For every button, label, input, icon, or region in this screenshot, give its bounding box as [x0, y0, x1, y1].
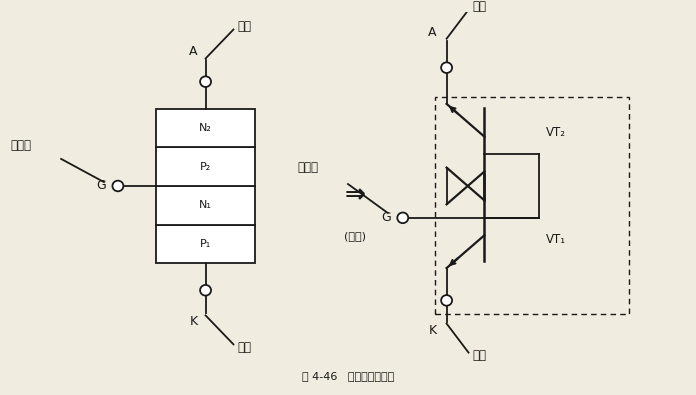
Text: K: K — [189, 315, 198, 328]
Bar — [156, 225, 255, 263]
Text: VT₁: VT₁ — [546, 233, 567, 246]
Text: K: K — [429, 324, 436, 337]
Bar — [156, 109, 255, 147]
Text: 图 4-46   单向晶闸管原理: 图 4-46 单向晶闸管原理 — [302, 371, 394, 381]
Text: A: A — [189, 45, 198, 58]
Text: G: G — [381, 211, 391, 224]
Text: N₁: N₁ — [199, 200, 212, 210]
Text: 阴极: 阴极 — [237, 341, 251, 354]
Text: N₂: N₂ — [199, 123, 212, 133]
Circle shape — [441, 295, 452, 306]
Text: 阳极: 阳极 — [473, 0, 487, 13]
Text: 阳极: 阳极 — [237, 20, 251, 33]
Bar — [435, 97, 629, 314]
Circle shape — [397, 213, 409, 223]
Text: P₂: P₂ — [200, 162, 211, 172]
Circle shape — [200, 285, 211, 295]
Text: 控制极: 控制极 — [11, 139, 32, 152]
Text: 阴极: 阴极 — [473, 349, 487, 362]
Circle shape — [200, 76, 211, 87]
Bar — [156, 186, 255, 225]
Text: G: G — [96, 179, 106, 192]
Circle shape — [113, 181, 123, 191]
Text: VT₂: VT₂ — [546, 126, 567, 139]
Text: 控制极: 控制极 — [298, 161, 319, 174]
Circle shape — [441, 62, 452, 73]
Text: P₁: P₁ — [200, 239, 211, 249]
Text: (等效): (等效) — [344, 231, 366, 241]
Text: A: A — [428, 26, 436, 39]
Text: ⇒: ⇒ — [345, 184, 365, 208]
Bar — [156, 147, 255, 186]
